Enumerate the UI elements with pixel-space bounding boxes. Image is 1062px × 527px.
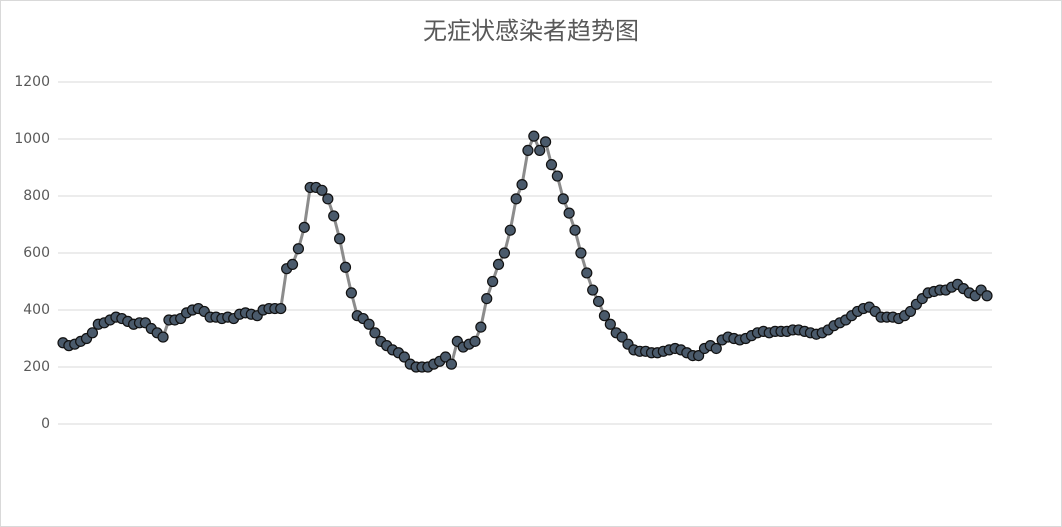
y-tick-label: 800: [23, 188, 50, 204]
data-point: [551, 170, 563, 182]
data-point: [598, 310, 611, 322]
data-point: [322, 193, 334, 205]
data-point: [592, 295, 605, 308]
data-point: [439, 351, 452, 363]
data-point: [581, 267, 593, 279]
data-point: [275, 302, 287, 315]
data-point: [575, 247, 587, 259]
y-tick-label: 200: [23, 359, 50, 375]
data-point: [710, 342, 722, 355]
y-tick-label: 1200: [14, 74, 50, 90]
data-point: [475, 321, 487, 333]
data-point: [522, 144, 534, 156]
data-point: [345, 287, 357, 299]
data-point: [516, 179, 528, 191]
data-point: [157, 331, 169, 343]
data-point: [481, 293, 493, 305]
data-point: [693, 350, 705, 362]
data-point: [286, 258, 299, 270]
data-point: [539, 136, 552, 148]
y-tick-label: 600: [23, 245, 50, 261]
data-point: [557, 193, 569, 205]
y-tick-label: 400: [23, 302, 50, 318]
data-point: [369, 327, 381, 339]
data-point: [545, 159, 558, 171]
data-point: [981, 290, 993, 302]
data-point: [292, 243, 305, 255]
data-point: [498, 247, 511, 259]
data-point: [86, 327, 99, 339]
data-point: [587, 284, 599, 296]
chart-title: 无症状感染者趋势图: [423, 17, 639, 45]
data-point: [316, 184, 328, 196]
data-point: [328, 210, 340, 222]
data-point: [904, 305, 917, 318]
data-point: [339, 261, 352, 273]
data-point: [445, 358, 458, 370]
data-point: [569, 224, 581, 236]
data-point: [334, 233, 346, 245]
y-tick-label: 1000: [14, 131, 50, 147]
data-point: [487, 275, 499, 288]
data-point: [398, 351, 410, 363]
data-point: [363, 318, 375, 330]
data-point: [534, 144, 546, 156]
data-point: [604, 318, 616, 330]
data-point: [510, 193, 522, 205]
data-point: [616, 331, 628, 343]
y-tick-label: 0: [41, 416, 50, 432]
data-point: [528, 130, 540, 142]
data-point: [563, 207, 575, 219]
data-point: [298, 221, 310, 233]
data-point: [492, 258, 505, 270]
data-point: [469, 335, 481, 347]
data-point: [504, 224, 516, 236]
